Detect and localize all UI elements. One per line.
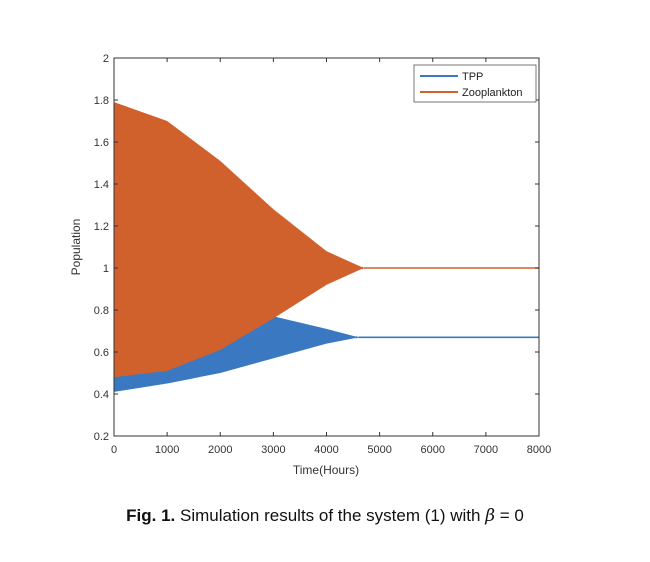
x-tick-label: 6000 — [421, 444, 445, 456]
x-tick-label: 4000 — [314, 444, 338, 456]
x-tick-label: 7000 — [474, 444, 498, 456]
x-tick-label: 0 — [111, 444, 117, 456]
x-axis-label: Time(Hours) — [293, 463, 359, 477]
caption-text: Simulation results of the system (1) wit… — [180, 506, 481, 525]
y-tick-label: 0.8 — [94, 305, 109, 317]
x-tick-label: 5000 — [367, 444, 391, 456]
y-tick-label: 1.2 — [94, 221, 109, 233]
legend-label-tpp: TPP — [462, 71, 483, 83]
y-tick-label: 2 — [103, 53, 109, 65]
legend-box — [413, 64, 537, 103]
x-tick-label: 8000 — [527, 444, 551, 456]
caption-symbol: β — [485, 506, 496, 526]
y-tick-label: 0.2 — [94, 431, 109, 443]
y-tick-label: 1.8 — [94, 95, 109, 107]
y-tick-label: 1.6 — [94, 137, 109, 149]
x-tick-label: 1000 — [155, 444, 179, 456]
caption-condition: = 0 — [499, 506, 524, 525]
series-layer — [114, 102, 539, 392]
legend-label-zooplankton: Zooplankton — [462, 87, 523, 99]
figure-caption: Fig. 1. Simulation results of the system… — [0, 506, 650, 526]
ticks-layer: 0 1000 2000 3000 4000 5000 6000 7000 8000 0.2 0.4 0… — [94, 53, 552, 456]
y-tick-label: 1 — [103, 263, 109, 275]
x-tick-label: 3000 — [261, 444, 285, 456]
x-tick-label: 2000 — [208, 444, 232, 456]
chart: 0 1000 2000 3000 4000 5000 6000 7000 8000 0.2 0.4 0… — [69, 53, 552, 477]
caption-label: Fig. 1. — [126, 506, 176, 525]
legend: TPP Zooplankton — [413, 64, 537, 103]
y-tick-label: 0.4 — [94, 389, 109, 401]
y-tick-label: 0.6 — [94, 347, 109, 359]
y-axis-label: Population — [69, 219, 83, 276]
y-tick-label: 1.4 — [94, 179, 109, 191]
